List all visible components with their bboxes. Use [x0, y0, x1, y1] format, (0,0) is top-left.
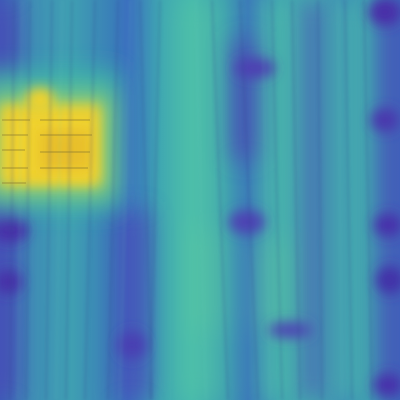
- streak-texture-light: [17, 0, 343, 400]
- hotspot-text-lines: [2, 119, 92, 184]
- streak-texture: [9, 0, 373, 400]
